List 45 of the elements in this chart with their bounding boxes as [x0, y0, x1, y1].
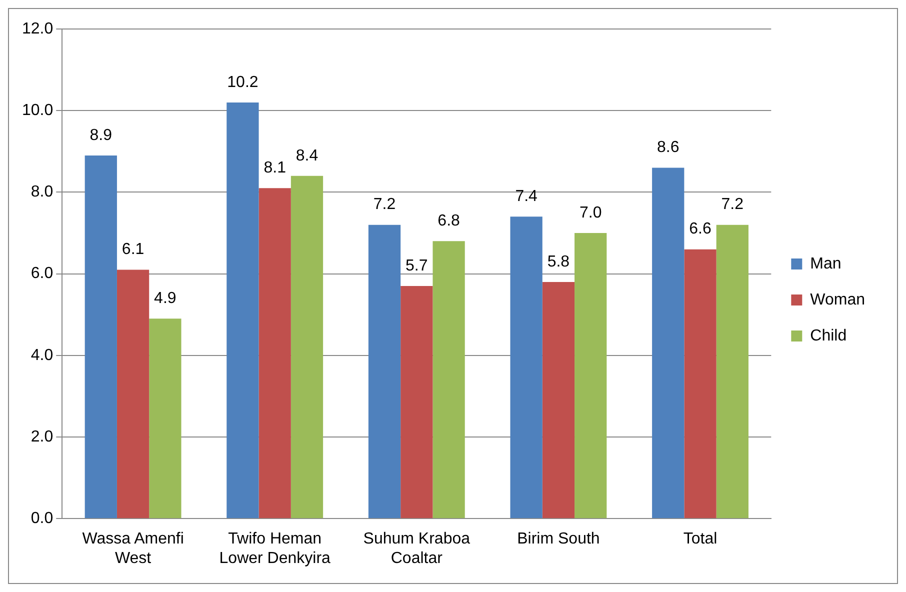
bar	[84, 155, 117, 518]
x-tick-label: Wassa Amenfi West	[82, 530, 184, 567]
bar	[574, 233, 607, 518]
data-label: 7.0	[579, 204, 602, 222]
data-label: 7.4	[515, 188, 538, 206]
bar	[652, 168, 684, 518]
data-label: 8.1	[264, 160, 286, 177]
y-tick-label: 10.0	[22, 102, 54, 120]
bar	[510, 216, 542, 518]
x-tick-label: Suhum Kraboa Coaltar	[363, 530, 470, 567]
data-label: 6.6	[689, 220, 712, 238]
bar	[149, 318, 182, 518]
bar	[226, 102, 259, 518]
y-tick-label: 12.0	[22, 20, 54, 38]
bar	[716, 224, 748, 518]
data-label: 6.1	[122, 241, 144, 258]
x-tick-label: Birim South	[517, 530, 600, 548]
data-label: 5.7	[406, 257, 428, 274]
data-label: 8.9	[90, 126, 112, 144]
data-label: 8.6	[656, 139, 680, 156]
bar	[542, 282, 575, 518]
bar	[290, 176, 324, 518]
x-tick-label: Total	[683, 530, 718, 548]
data-label: 10.2	[227, 74, 258, 91]
data-label: 7.2	[721, 196, 744, 214]
legend-label: Woman	[810, 291, 866, 308]
data-label: 7.2	[373, 196, 396, 214]
y-tick-label: 4.0	[30, 346, 54, 364]
x-tick-label: Twifo Heman Lower Denkyira	[219, 530, 331, 567]
data-label: 6.8	[438, 212, 460, 230]
bar	[432, 241, 465, 518]
legend-label: Child	[810, 327, 847, 344]
bar	[258, 188, 291, 518]
y-tick-label: 2.0	[30, 428, 54, 446]
bar	[116, 270, 150, 518]
bar	[400, 286, 433, 518]
y-tick-label: 8.0	[30, 184, 54, 201]
data-label: 8.4	[296, 147, 318, 164]
data-label: 4.9	[154, 290, 176, 308]
bar	[368, 224, 401, 518]
y-tick-label: 0.0	[30, 510, 54, 528]
bar	[684, 249, 716, 518]
data-label: 5.8	[547, 253, 570, 270]
legend-label: Man	[810, 255, 842, 272]
y-tick-label: 6.0	[30, 265, 54, 282]
